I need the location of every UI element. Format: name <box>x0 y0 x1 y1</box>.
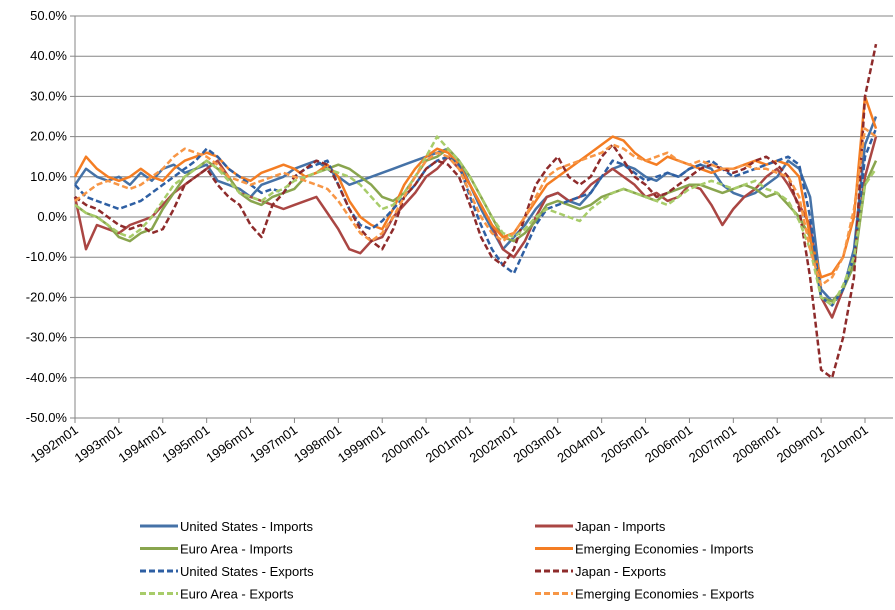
series-line <box>74 147 878 303</box>
legend-label: Emerging Economies - Imports <box>575 542 754 557</box>
series-line <box>74 128 878 307</box>
x-tick-label: 2010m01 <box>818 422 871 465</box>
x-tick-label: 1998m01 <box>291 422 344 465</box>
y-tick-label: 10.0% <box>30 169 67 184</box>
x-tick-label: 2005m01 <box>598 422 651 465</box>
x-tick-label: 2009m01 <box>774 422 827 465</box>
legend-label: Japan - Imports <box>575 519 666 534</box>
series-line <box>73 136 878 319</box>
legend-label: Euro Area - Exports <box>180 587 294 602</box>
y-tick-label: -30.0% <box>26 330 68 345</box>
x-tick-label: 1993m01 <box>72 422 125 465</box>
legend-label: Japan - Exports <box>575 564 667 579</box>
x-tick-label: 1997m01 <box>247 422 300 465</box>
legend-label: United States - Exports <box>180 564 314 579</box>
y-tick-label: 30.0% <box>30 88 67 103</box>
series-line <box>74 135 878 307</box>
legend-label: Emerging Economies - Exports <box>575 587 755 602</box>
y-tick-label: 20.0% <box>30 129 67 144</box>
x-tick-label: 2000m01 <box>379 422 432 465</box>
x-tick-label: 2002m01 <box>467 422 520 465</box>
y-tick-label: 0.0% <box>37 209 67 224</box>
legend-label: United States - Imports <box>180 519 313 534</box>
y-tick-label: 40.0% <box>30 48 67 63</box>
x-tick-label: 1994m01 <box>115 422 168 465</box>
y-tick-label: -20.0% <box>26 289 68 304</box>
x-tick-label: 2004m01 <box>554 422 607 465</box>
x-tick-label: 2008m01 <box>730 422 783 465</box>
x-tick-label: 1999m01 <box>335 422 388 465</box>
series-line <box>74 43 878 380</box>
y-tick-label: -10.0% <box>26 249 68 264</box>
x-tick-label: 2006m01 <box>642 422 695 465</box>
legend-label: Euro Area - Imports <box>180 542 293 557</box>
x-tick-label: 2003m01 <box>510 422 563 465</box>
y-tick-label: -40.0% <box>26 370 68 385</box>
y-tick-label: 50.0% <box>30 8 67 23</box>
series-line <box>74 127 877 287</box>
x-tick-label: 2007m01 <box>686 422 739 465</box>
x-tick-label: 1995m01 <box>159 422 212 465</box>
x-tick-label: 1996m01 <box>203 422 256 465</box>
x-tick-label: 1992m01 <box>28 422 81 465</box>
y-tick-label: -50.0% <box>26 410 68 425</box>
x-tick-label: 2001m01 <box>423 422 476 465</box>
